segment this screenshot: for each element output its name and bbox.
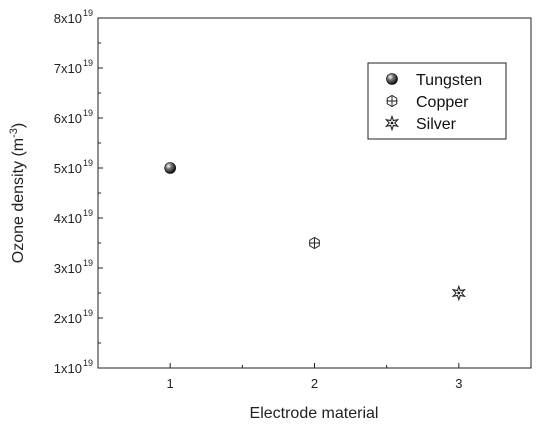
y-tick-exponent: 19 — [83, 358, 93, 368]
y-tick-label: 6x10 — [54, 111, 82, 126]
y-tick-label: 7x10 — [54, 61, 82, 76]
y-tick-exponent: 19 — [83, 208, 93, 218]
legend-marker-copper — [386, 94, 398, 108]
legend-item-copper: Copper — [386, 94, 469, 111]
legend-label: Silver — [416, 116, 457, 133]
legend-marker-silver — [384, 114, 400, 132]
y-tick-label: 4x10 — [54, 211, 82, 226]
y-tick-label: 8x10 — [54, 11, 82, 26]
y-tick-exponent: 19 — [83, 58, 93, 68]
x-tick-label: 3 — [455, 376, 462, 391]
legend-label: Copper — [416, 94, 469, 111]
y-axis-title: Ozone density (m-3) — [8, 123, 27, 264]
y-tick-exponent: 19 — [83, 8, 93, 18]
y-tick-label: 1x10 — [54, 361, 82, 376]
legend-item-tungsten: Tungsten — [386, 72, 482, 89]
x-axis-ticks: 1 2 3 — [97, 363, 532, 391]
data-point-tungsten — [164, 162, 176, 174]
legend-item-silver: Silver — [384, 114, 457, 133]
data-point-copper — [309, 236, 320, 250]
y-tick-exponent: 19 — [83, 108, 93, 118]
x-tick-label: 2 — [311, 376, 318, 391]
y-tick-label: 3x10 — [54, 261, 82, 276]
x-axis-title: Electrode material — [250, 405, 379, 422]
data-point-silver — [451, 284, 466, 302]
legend-label: Tungsten — [416, 72, 482, 89]
y-tick-exponent: 19 — [83, 158, 93, 168]
legend-marker-tungsten — [386, 73, 398, 85]
legend: Tungsten Copper Silver — [367, 62, 507, 140]
data-points — [164, 162, 466, 302]
y-tick-exponent: 19 — [83, 258, 93, 268]
y-tick-exponent: 19 — [83, 308, 93, 318]
x-tick-label: 1 — [167, 376, 174, 391]
y-tick-label: 5x10 — [54, 161, 82, 176]
y-tick-label: 2x10 — [54, 311, 82, 326]
